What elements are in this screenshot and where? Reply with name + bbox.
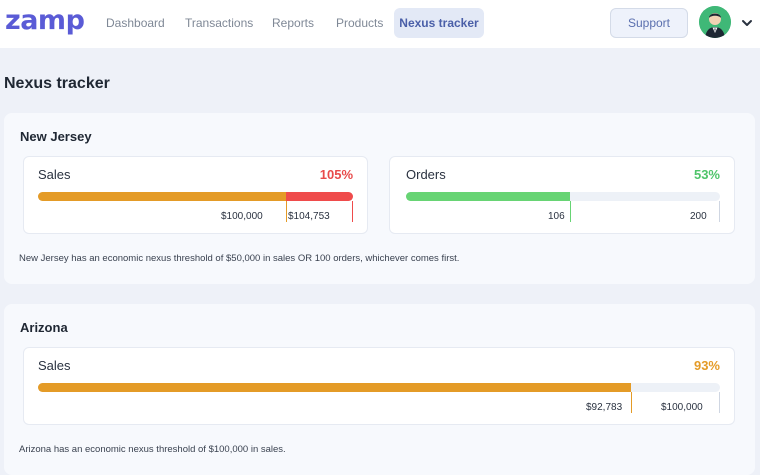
current-marker: [631, 392, 632, 413]
metric-label: Sales: [38, 167, 71, 182]
support-button[interactable]: Support: [610, 8, 688, 38]
current-label: $104,753: [288, 211, 330, 222]
nav-reports[interactable]: Reports: [272, 16, 315, 30]
metric-percent: 53%: [693, 167, 720, 182]
threshold-label: $100,000: [661, 402, 703, 413]
progress-fill: [38, 192, 286, 201]
nav-nexus-tracker[interactable]: Nexus tracker: [394, 8, 484, 38]
page-title: Nexus tracker: [4, 75, 110, 92]
nav-products[interactable]: Products: [336, 16, 384, 30]
state-card-arizona: Arizona Sales 93% $92,783 $100,000 Arizo…: [4, 304, 755, 475]
progress-track: [38, 383, 720, 392]
current-label: 106: [548, 211, 565, 222]
threshold-marker: [719, 201, 720, 222]
nexus-note: Arizona has an economic nexus threshold …: [19, 444, 286, 455]
threshold-marker: [286, 201, 287, 222]
current-marker: [352, 201, 353, 222]
progress-track: [406, 192, 720, 201]
state-name: New Jersey: [20, 129, 92, 144]
nav-transactions[interactable]: Transactions: [185, 16, 254, 30]
progress-fill: [38, 383, 631, 392]
progress-fill: [406, 192, 570, 201]
metric-percent: 93%: [693, 358, 720, 373]
nexus-note: New Jersey has an economic nexus thresho…: [19, 253, 460, 264]
metric-label: Sales: [38, 358, 71, 373]
current-marker: [570, 201, 571, 222]
metric-percent: 105%: [319, 167, 353, 182]
top-nav-bar: zamp Dashboard Transactions Reports Prod…: [0, 0, 760, 48]
chevron-down-icon[interactable]: [740, 14, 754, 32]
sales-metric-card: Sales 105% $100,000 $104,753: [23, 156, 368, 234]
progress-overage-fill: [286, 192, 353, 201]
orders-metric-card: Orders 53% 106 200: [389, 156, 735, 234]
sales-metric-card: Sales 93% $92,783 $100,000: [23, 347, 735, 425]
user-avatar-icon[interactable]: [699, 6, 731, 38]
threshold-marker: [719, 392, 720, 413]
state-name: Arizona: [20, 320, 68, 335]
threshold-label: $100,000: [221, 211, 263, 222]
nav-dashboard[interactable]: Dashboard: [106, 16, 165, 30]
state-card-new-jersey: New Jersey Sales 105% $100,000 $104,753 …: [4, 113, 755, 284]
metric-label: Orders: [406, 167, 446, 182]
zamp-logo[interactable]: zamp: [5, 5, 85, 36]
progress-track: [38, 192, 353, 201]
current-label: $92,783: [586, 402, 623, 413]
threshold-label: 200: [690, 211, 707, 222]
